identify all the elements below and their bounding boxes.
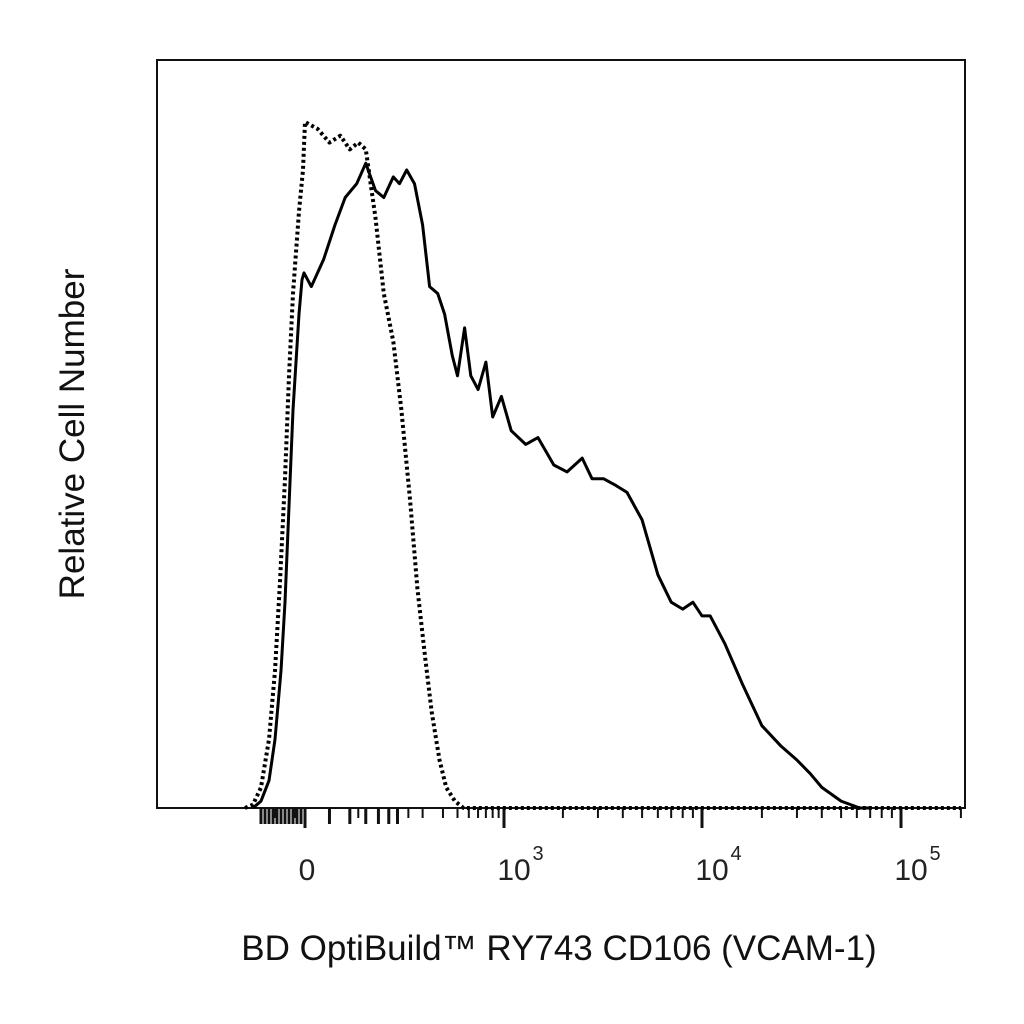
x-tick-labels: 0 10 3 10 4 10 5	[299, 843, 941, 887]
series-line-dotted	[244, 120, 961, 810]
x-tick-label: 10	[497, 854, 530, 887]
x-tick-label: 10	[894, 854, 927, 887]
x-tick-exponent: 4	[730, 843, 741, 865]
y-axis-title: Relative Cell Number	[53, 268, 92, 599]
x-tick-exponent: 3	[532, 843, 543, 865]
series-layer	[244, 120, 961, 810]
x-tick-label: 10	[695, 854, 728, 887]
plot-frame	[156, 59, 966, 809]
series-line-solid	[252, 161, 871, 810]
x-axis-title: BD OptiBuild™ RY743 CD106 (VCAM-1)	[241, 929, 876, 968]
x-major-ticks	[303, 808, 903, 828]
x-tick-exponent: 5	[929, 843, 940, 865]
x-minor-ticks	[259, 808, 962, 824]
x-tick-label: 0	[299, 854, 316, 887]
